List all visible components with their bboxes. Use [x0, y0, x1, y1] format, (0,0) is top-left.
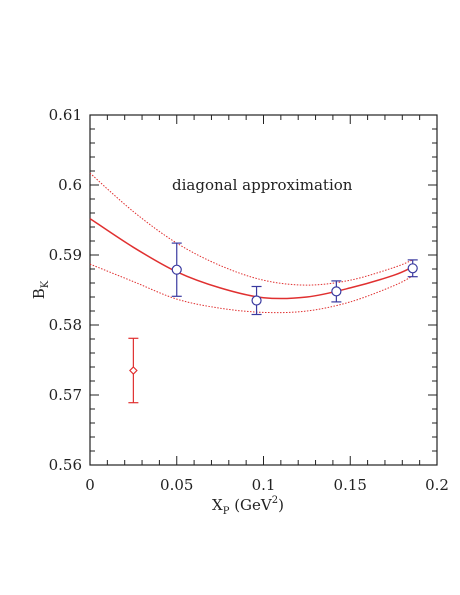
x-tick-label: 0.2	[425, 476, 449, 494]
circle-marker	[251, 295, 262, 306]
circle-marker	[331, 286, 342, 297]
fit-upper-band	[89, 172, 413, 286]
x-tick-label: 0.05	[160, 476, 193, 494]
circle-marker	[407, 263, 418, 274]
data-point-circle	[171, 242, 182, 297]
data-point-circle	[251, 285, 262, 316]
y-axis-title: BK	[30, 280, 51, 299]
x-axis-title-sub: P	[223, 506, 230, 517]
circle-marker	[171, 264, 182, 275]
x-axis-title: XP (GeV2)	[212, 495, 284, 517]
data-point-circle	[407, 259, 418, 278]
data-point-diamond	[128, 337, 139, 404]
y-axis-title-main: B	[30, 288, 48, 299]
y-axis-title-sub: K	[40, 280, 51, 288]
y-tick-label: 0.59	[49, 246, 82, 264]
x-axis-title-main: X	[212, 496, 223, 514]
diamond-marker	[129, 366, 138, 375]
annotation-text: diagonal approximation	[172, 176, 353, 194]
x-tick-label: 0	[85, 476, 95, 494]
y-tick-label: 0.6	[58, 176, 82, 194]
y-tick-label: 0.58	[49, 316, 82, 334]
fit-central-line	[89, 217, 414, 300]
x-axis-title-close: )	[278, 496, 284, 514]
x-axis-title-rest: (GeV	[229, 496, 272, 514]
x-axis-title-sup: 2	[272, 495, 278, 506]
x-tick-label: 0.1	[252, 476, 276, 494]
data-point-circle	[331, 280, 342, 303]
y-tick-label: 0.61	[49, 106, 82, 124]
x-tick-label: 0.15	[334, 476, 367, 494]
y-tick-label: 0.57	[49, 386, 82, 404]
y-tick-label: 0.56	[49, 456, 82, 474]
fit-lower-band	[89, 263, 413, 314]
plot-frame	[89, 114, 438, 466]
